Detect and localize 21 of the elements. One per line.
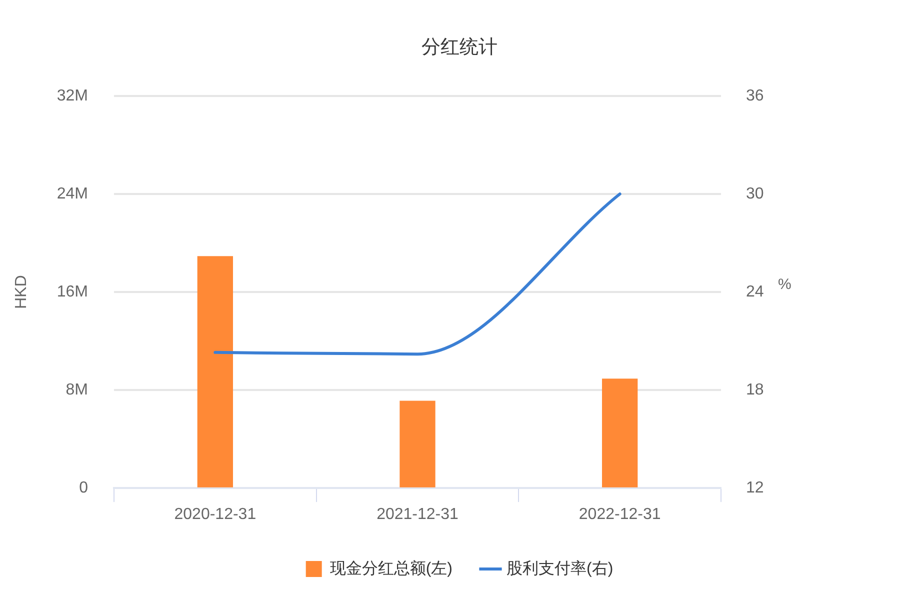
y2-tick-label: 18	[746, 381, 764, 398]
y-tick-label: 16M	[56, 283, 88, 300]
y2-axis-title: %	[778, 276, 792, 294]
y2-tick-label: 12	[746, 479, 764, 496]
chart-title: 分红统计	[422, 37, 498, 58]
y-tick-label: 0	[79, 479, 88, 496]
legend-label: 股利支付率(右)	[506, 559, 614, 578]
y-axis-title: HKD	[13, 275, 30, 309]
x-tick-label: 2021-12-31	[376, 506, 459, 524]
legend-label: 现金分红总额(左)	[330, 559, 452, 578]
y2-tick-label: 36	[746, 87, 764, 104]
y-tick-label: 32M	[56, 87, 88, 104]
y-tick-label: 24M	[56, 185, 88, 202]
y2-tick-label: 30	[746, 185, 764, 202]
x-tick-label: 2022-12-31	[578, 506, 661, 524]
y2-tick-label: 24	[746, 283, 764, 300]
x-tick-label: 2020-12-31	[174, 506, 256, 524]
bar	[602, 378, 638, 488]
bar	[197, 256, 233, 488]
y-tick-label: 8M	[66, 381, 88, 398]
bar	[400, 400, 436, 488]
